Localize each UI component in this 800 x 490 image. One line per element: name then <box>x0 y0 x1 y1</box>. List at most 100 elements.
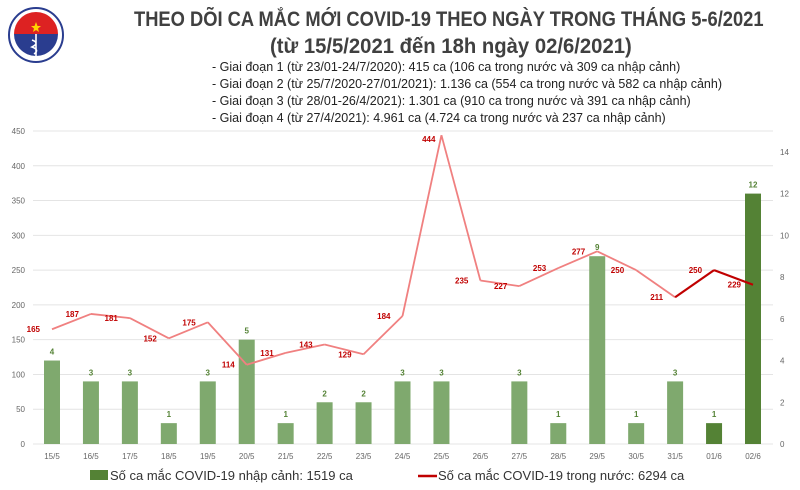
line-segment <box>674 269 715 299</box>
x-tick-label: 29/5 <box>589 452 605 461</box>
line-segment <box>168 321 209 340</box>
bar-data-label: 3 <box>673 368 678 377</box>
x-tick-label: 18/5 <box>161 452 177 461</box>
y-left-tick-label: 100 <box>12 370 26 379</box>
x-tick-label: 20/5 <box>239 452 255 461</box>
x-tick-label: 02/6 <box>745 452 761 461</box>
line-segment <box>246 352 286 366</box>
line-segment <box>401 134 443 317</box>
x-tick-label: 16/5 <box>83 452 99 461</box>
y-left-tick-label: 350 <box>12 197 26 206</box>
line-data-label: 143 <box>299 341 313 350</box>
bar <box>550 423 567 444</box>
y-left-tick-label: 400 <box>12 162 26 171</box>
bar <box>160 423 177 444</box>
line-data-label: 152 <box>143 334 157 343</box>
bar-data-label: 3 <box>128 368 133 377</box>
chart-title: THEO DÕI CA MẮC MỚI COVID-19 THEO NGÀY T… <box>134 8 764 31</box>
line-segment <box>51 313 92 331</box>
bar-data-label: 3 <box>439 368 444 377</box>
line-segment <box>557 250 598 269</box>
y-left-tick-label: 300 <box>12 231 26 240</box>
bar <box>394 381 411 444</box>
stage-2-note: - Giai đoạn 2 (từ 25/7/2020-27/01/2021):… <box>212 77 722 91</box>
bar-data-label: 3 <box>206 368 211 377</box>
line-data-label: 253 <box>533 264 547 273</box>
bar-data-label: 5 <box>244 327 249 336</box>
x-tick-label: 31/5 <box>667 452 683 461</box>
line-data-label: 187 <box>66 310 80 319</box>
bar <box>82 381 99 444</box>
y-left-tick-label: 150 <box>12 336 26 345</box>
line-data-label: 129 <box>338 350 352 359</box>
x-tick-label: 01/6 <box>706 452 722 461</box>
line-data-label: 250 <box>689 266 703 275</box>
line-segment <box>207 321 248 366</box>
bar <box>589 256 606 444</box>
line-segment <box>440 134 482 281</box>
line-data-label: 211 <box>650 293 663 302</box>
y-left-tick-label: 250 <box>12 266 26 275</box>
bar <box>277 423 294 444</box>
moh-logo <box>8 7 64 63</box>
x-tick-label: 19/5 <box>200 452 216 461</box>
y-right-tick-label: 6 <box>780 315 785 324</box>
bar <box>316 402 333 444</box>
bar-data-label: 1 <box>167 410 172 419</box>
x-tick-label: 23/5 <box>356 452 372 461</box>
y-left-tick-label: 50 <box>16 405 25 414</box>
bar-data-label: 4 <box>50 348 55 357</box>
bar <box>238 339 255 444</box>
bar-data-label: 3 <box>400 368 405 377</box>
stage-1-note: - Giai đoạn 1 (từ 23/01-24/7/2020): 415 … <box>212 60 681 74</box>
bar <box>667 381 684 444</box>
x-tick-label: 30/5 <box>628 452 644 461</box>
line-data-label: 227 <box>494 282 508 291</box>
stage-3-note: - Giai đoạn 3 (từ 28/01-26/4/2021): 1.30… <box>212 94 691 108</box>
line-data-label: 175 <box>182 318 196 327</box>
x-tick-label: 27/5 <box>512 452 528 461</box>
bar <box>121 381 138 444</box>
bar <box>511 381 528 444</box>
bar <box>199 381 216 444</box>
line-data-label: 181 <box>105 314 119 323</box>
x-tick-label: 26/5 <box>473 452 489 461</box>
bar <box>628 423 645 444</box>
line-data-label: 114 <box>222 361 235 370</box>
stage-4-note: - Giai đoạn 4 (từ 27/4/2021): 4.961 ca (… <box>212 111 666 125</box>
x-tick-label: 24/5 <box>395 452 411 461</box>
y-right-tick-label: 8 <box>780 273 785 282</box>
line-segment <box>518 267 559 287</box>
line-segment <box>90 313 130 319</box>
x-tick-label: 25/5 <box>434 452 450 461</box>
line-data-label: 165 <box>27 325 41 334</box>
y-left-tick-label: 200 <box>12 301 26 310</box>
line-data-label: 184 <box>377 312 391 321</box>
bar <box>44 360 60 444</box>
y-right-tick-label: 14 <box>780 148 789 157</box>
line-data-label: 235 <box>455 277 469 286</box>
line-data-label: 444 <box>422 135 436 144</box>
bar-data-label: 1 <box>712 410 717 419</box>
line-segment <box>480 279 520 287</box>
y-right-tick-label: 4 <box>780 357 785 366</box>
line-data-label: 277 <box>572 247 586 256</box>
bar <box>433 381 450 444</box>
x-tick-label: 21/5 <box>278 452 294 461</box>
y-right-tick-label: 12 <box>780 190 789 199</box>
y-right-tick-label: 0 <box>780 440 785 449</box>
x-tick-label: 17/5 <box>122 452 138 461</box>
y-right-tick-label: 2 <box>780 398 785 407</box>
chart-subtitle: (từ 15/5/2021 đến 18h ngày 02/6/2021) <box>270 35 632 58</box>
bar <box>355 402 372 444</box>
line-data-label: 131 <box>260 349 274 358</box>
bar <box>706 423 723 444</box>
line-segment <box>362 315 404 355</box>
line-segment <box>713 269 754 286</box>
legend-bar-label: Số ca mắc COVID-19 nhập cảnh: 1519 ca <box>110 468 354 483</box>
line-segment <box>285 343 325 354</box>
legend-line-label: Số ca mắc COVID-19 trong nước: 6294 ca <box>438 468 685 483</box>
bar-data-label: 9 <box>595 243 600 252</box>
